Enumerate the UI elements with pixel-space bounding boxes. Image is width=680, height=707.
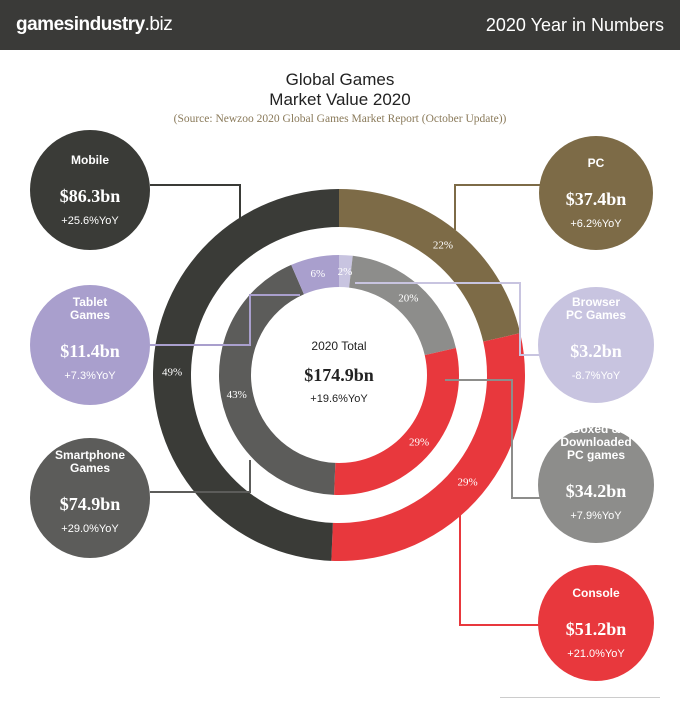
bubble-tablet-games-yoy: +7.3%YoY — [64, 370, 116, 382]
edition-title: 2020 Year in Numbers — [485, 15, 664, 35]
bubble-mobile-value: $86.3bn — [60, 186, 121, 206]
inner-pct-browser-pc-games: 2% — [338, 266, 353, 278]
outer-pct-pc: 22% — [433, 239, 453, 251]
connector-boxed — [445, 379, 540, 499]
bubble-mobile: Mobile $86.3bn +25.6%YoY — [30, 130, 150, 250]
inner-slice-console — [334, 347, 460, 496]
bubble-boxed-downloaded-pc-games-value: $34.2bn — [566, 481, 627, 501]
inner-slice-browser-pc-games — [339, 255, 353, 288]
bubble-boxed-downloaded-pc-games-label: Boxed & Downloaded PC games — [560, 422, 631, 462]
chart-source: (Source: Newzoo 2020 Global Games Market… — [173, 113, 507, 125]
connector-tablet — [150, 294, 300, 346]
outer-slice-console — [331, 333, 526, 562]
bubble-browser-pc-games-value: $3.2bn — [570, 341, 622, 361]
chart-title-line1: Global Games — [285, 70, 395, 89]
bubble-pc-value: $37.4bn — [566, 189, 627, 209]
center-total-yoy: +19.6%YoY — [310, 393, 368, 405]
connector-browser — [355, 282, 540, 356]
brand-logo: gamesindustry.biz — [16, 14, 173, 36]
header-bar: gamesindustry.biz 2020 Year in Numbers — [0, 0, 680, 50]
center-total-value: $174.9bn — [304, 365, 374, 385]
inner-pct-boxed-downloaded-pc-games: 20% — [398, 292, 418, 304]
outer-slice-mobile — [152, 189, 339, 561]
bubble-smartphone-games-value: $74.9bn — [60, 494, 121, 514]
bubble-smartphone-games-label: Smartphone Games — [55, 448, 125, 475]
footer-divider — [500, 697, 660, 698]
connector-console — [459, 500, 540, 626]
bubble-console-value: $51.2bn — [566, 619, 627, 639]
bubble-pc: PC $37.4bn +6.2%YoY — [539, 136, 653, 250]
brand-name: gamesindustry — [16, 14, 145, 35]
connector-pc — [454, 184, 540, 230]
bubble-pc-label: PC — [588, 156, 605, 170]
bubble-tablet-games: Tablet Games $11.4bn +7.3%YoY — [30, 285, 150, 405]
brand-tld: .biz — [144, 14, 173, 35]
bubble-mobile-yoy: +25.6%YoY — [61, 215, 119, 227]
inner-pct-smartphone-games: 43% — [227, 389, 247, 401]
bubble-browser-pc-games-yoy: -8.7%YoY — [572, 370, 621, 382]
center-total-label: 2020 Total — [311, 339, 366, 353]
bubble-tablet-games-label: Tablet Games — [70, 295, 110, 322]
inner-pct-console: 29% — [409, 436, 429, 448]
bubble-browser-pc-games: Browser PC Games $3.2bn -8.7%YoY — [538, 287, 654, 403]
bubble-console-label: Console — [572, 586, 620, 600]
outer-pct-console: 29% — [457, 477, 477, 489]
chart-title-line2: Market Value 2020 — [269, 90, 411, 109]
inner-slice-smartphone-games — [218, 264, 336, 495]
bubble-tablet-games-value: $11.4bn — [60, 341, 120, 361]
outer-slice-pc — [339, 189, 521, 342]
connector-mobile — [150, 184, 241, 225]
inner-pct-tablet-games: 6% — [311, 268, 326, 280]
bubble-boxed-downloaded-pc-games: Boxed & Downloaded PC games $34.2bn +7.9%YoY — [538, 422, 654, 543]
connector-smartphone — [150, 460, 251, 493]
inner-slice-tablet-games — [291, 255, 339, 295]
bubble-console: Console $51.2bn +21.0%YoY — [538, 565, 654, 681]
bubble-smartphone-games: Smartphone Games $74.9bn +29.0%YoY — [30, 438, 150, 558]
bubble-mobile-label: Mobile — [71, 153, 109, 167]
bubble-smartphone-games-yoy: +29.0%YoY — [61, 523, 119, 535]
outer-pct-mobile: 49% — [162, 367, 182, 379]
inner-slice-boxed-downloaded-pc-games — [349, 255, 456, 356]
bubble-console-yoy: +21.0%YoY — [567, 648, 625, 660]
bubble-browser-pc-games-label: Browser PC Games — [566, 295, 626, 322]
bubble-boxed-downloaded-pc-games-yoy: +7.9%YoY — [570, 510, 622, 522]
bubble-pc-yoy: +6.2%YoY — [570, 218, 622, 230]
